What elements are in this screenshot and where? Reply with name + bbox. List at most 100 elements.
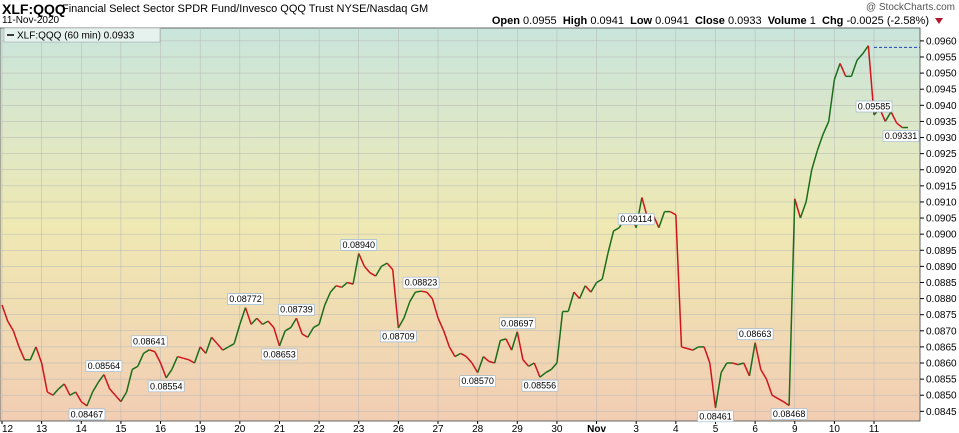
price-annotation: 0.08641	[130, 335, 168, 348]
high-label: High	[562, 15, 588, 27]
series-segment	[709, 362, 717, 408]
volume-value: 1	[809, 15, 816, 27]
annotation-label: 0.08772	[229, 294, 262, 304]
series-segment	[397, 317, 405, 329]
series-segment	[165, 369, 173, 379]
annotation-label: 0.08653	[263, 349, 296, 359]
series-segment	[539, 372, 547, 378]
price-annotation: 0.08468	[770, 408, 808, 420]
series-segment	[500, 338, 507, 342]
x-tick-label: 19	[195, 424, 207, 433]
series-segment	[748, 342, 756, 377]
series-segment	[307, 327, 315, 338]
y-tick-label: 0.0940	[926, 101, 957, 112]
series-segment	[188, 359, 195, 364]
series-segment	[510, 331, 519, 351]
series-segment	[18, 346, 26, 361]
series-segment	[35, 346, 43, 364]
x-tick-label: 29	[512, 424, 524, 433]
y-tick-label: 0.0880	[926, 294, 957, 305]
price-annotation: 0.08709	[380, 330, 417, 343]
annotation-label: 0.08940	[342, 240, 375, 250]
annotation-label: 0.08468	[773, 409, 806, 419]
series-segment	[171, 356, 179, 370]
chart-header: XLF:QQQ Financial Select Sector SPDR Fun…	[0, 0, 959, 28]
series-segment	[278, 330, 286, 347]
price-annotation: 0.08570	[459, 375, 496, 388]
x-axis: 12 13 14 15 16 19 20 21 22 23 26 27 28 29 30 Nov 3 4 5 6 9 10…	[1, 421, 880, 433]
series-segment	[250, 317, 258, 325]
series-segment	[811, 150, 819, 170]
series-segment	[556, 311, 564, 364]
y-tick-label: 0.0850	[926, 391, 957, 402]
annotation-box	[340, 239, 378, 251]
high-value: 0.0941	[590, 15, 624, 27]
series-segment	[86, 391, 94, 407]
series-segment	[550, 362, 558, 370]
series-segment	[301, 333, 309, 338]
y-tick-label: 0.0865	[926, 342, 957, 353]
series-segment	[783, 401, 790, 407]
series-segment	[239, 307, 247, 325]
price-annotation: 0.08467	[68, 408, 106, 421]
annotation-label: 0.08739	[280, 305, 313, 315]
annotation-box	[459, 375, 496, 388]
y-tick-label: 0.0855	[926, 375, 957, 386]
series-segment	[720, 362, 728, 374]
series-segment	[63, 383, 71, 396]
annotation-box	[380, 330, 417, 343]
series-segment	[528, 362, 535, 367]
annotation-label: 0.09585	[858, 101, 891, 111]
series-segment	[409, 291, 417, 303]
y-tick-label: 0.0930	[926, 133, 957, 144]
annotation-box	[227, 293, 264, 305]
annotation-label: 0.08570	[461, 376, 494, 386]
series-segment	[771, 394, 779, 400]
series-segment	[347, 281, 354, 285]
y-tick-label: 0.0895	[926, 246, 957, 257]
x-tick-label: 13	[36, 424, 48, 433]
annotation-box	[855, 100, 893, 113]
series-segment	[658, 211, 666, 228]
ohlc-readout: Open 0.0955 High 0.0941 Low 0.0941 Close…	[492, 15, 929, 27]
series-segment	[596, 278, 603, 284]
y-tick-label: 0.0960	[926, 36, 957, 47]
price-annotation: 0.09585	[855, 100, 893, 113]
x-tick-label: 4	[673, 424, 679, 433]
series-segment	[522, 359, 530, 367]
series-segment	[862, 45, 869, 55]
symbol-name: Financial Select Sector SPDR Fund/Invesc…	[62, 3, 429, 15]
series-segment	[827, 79, 836, 122]
series-segment	[584, 285, 592, 293]
series-segment	[182, 357, 190, 361]
y-tick-label: 0.0900	[926, 230, 957, 241]
volume-label: Volume	[767, 15, 807, 27]
series-segment	[890, 111, 898, 124]
series-segment	[799, 201, 807, 219]
series-segment	[91, 381, 99, 393]
series-segment	[216, 343, 224, 351]
series-segment	[210, 336, 218, 345]
open-label: Open	[491, 15, 520, 27]
series-segment	[760, 369, 768, 380]
y-tick-label: 0.0890	[926, 262, 957, 273]
y-tick-label: 0.0870	[926, 326, 957, 337]
series-segment	[601, 253, 609, 280]
series-segment	[125, 369, 133, 393]
chg-value: -0.0025 (-2.58%)	[846, 15, 929, 27]
price-annotation: 0.08653	[261, 348, 298, 361]
annotation-box	[882, 130, 920, 142]
price-annotations: 0.08467 0.08564 0.08641 0.08554 0.08772 0.086…	[68, 100, 920, 423]
annotation-label: 0.08554	[150, 381, 183, 391]
annotation-label: 0.08697	[501, 318, 534, 328]
price-annotation: 0.08739	[278, 303, 315, 316]
series-segment	[244, 307, 252, 325]
series-segment	[476, 356, 485, 373]
series-segment	[488, 360, 495, 364]
annotation-label: 0.08564	[88, 361, 121, 371]
annotation-box	[278, 303, 315, 316]
series-segment	[607, 230, 615, 254]
series-segment	[262, 320, 269, 326]
annotation-box	[617, 213, 655, 226]
series-segment	[143, 349, 150, 354]
